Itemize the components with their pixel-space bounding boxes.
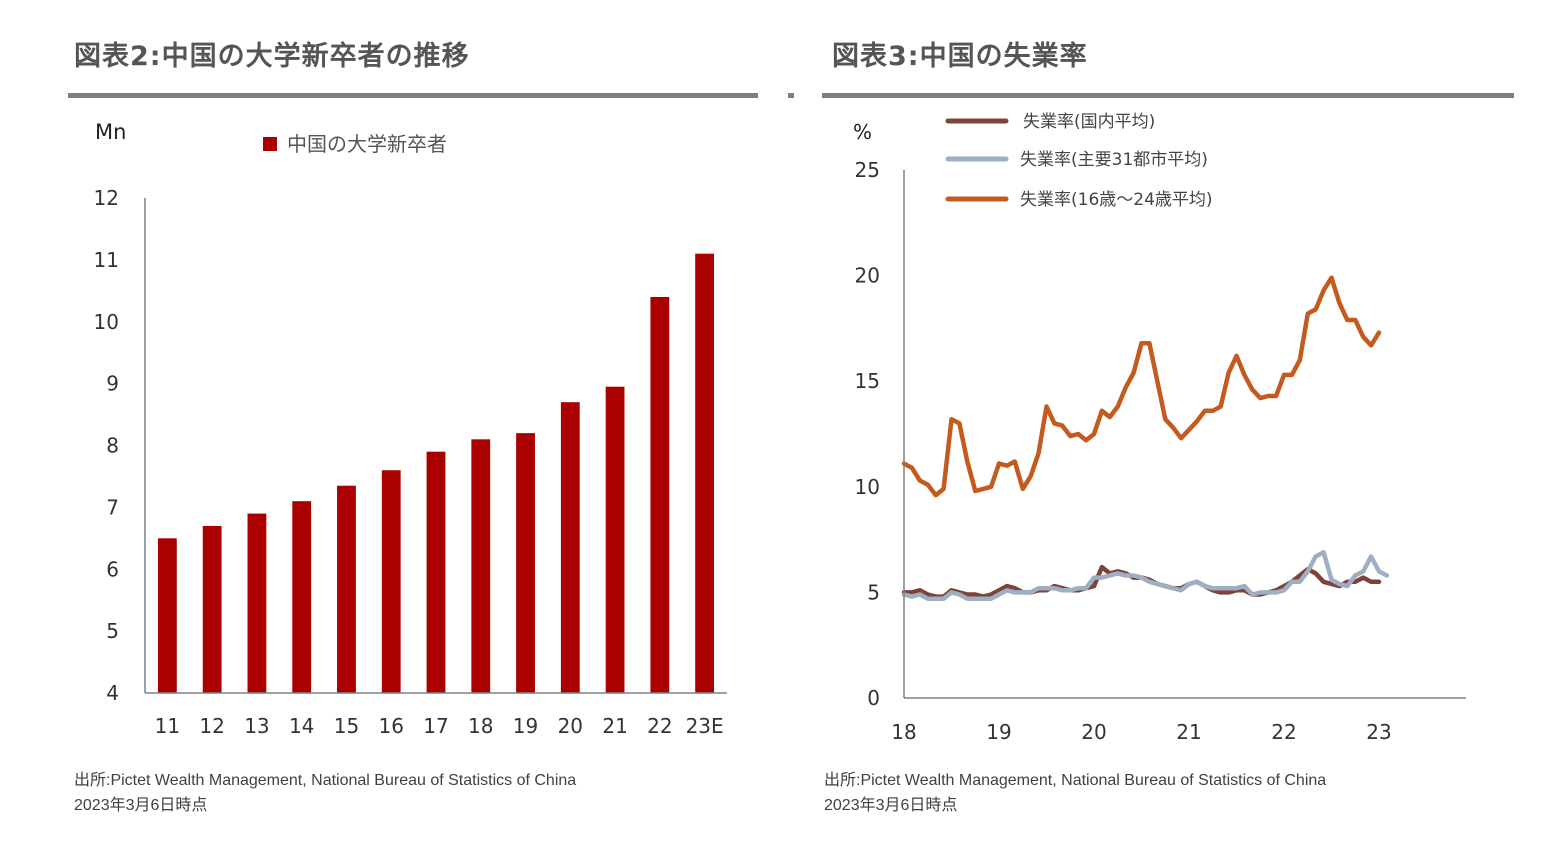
line-y-tick-label: 0 [867, 686, 880, 710]
series-youth-16-24-line [901, 275, 1382, 498]
left-source-line: 出所:Pictet Wealth Management, National Bu… [74, 772, 577, 789]
line-x-tick-label: 21 [1176, 720, 1201, 744]
bar-17 [426, 451, 446, 693]
bar-legend-label: 中国の大学新卒者 [287, 132, 447, 156]
bar-x-tick-label: 12 [199, 714, 224, 738]
bar-y-tick-label: 9 [106, 372, 119, 396]
bar-20 [560, 402, 580, 693]
bar-y-tick-label: 8 [106, 434, 119, 458]
bar-x-tick-label: 20 [558, 714, 583, 738]
line-y-tick-label: 5 [867, 580, 880, 604]
line-y-tick-label: 15 [855, 369, 880, 393]
bar-x-tick-label: 11 [155, 714, 180, 738]
bar-legend: 中国の大学新卒者 [263, 132, 447, 156]
series-31-cities-avg-legend-label: 失業率(主要31都市平均) [1020, 150, 1208, 170]
line-y-unit-label: % [853, 120, 872, 144]
bar-x-tick-label: 22 [647, 714, 672, 738]
line-y-tick-label: 25 [855, 158, 880, 182]
line-x-tick-label: 20 [1081, 720, 1106, 744]
line-y-tick-label: 10 [855, 475, 880, 499]
bar-y-tick-label: 10 [94, 310, 119, 334]
series-youth-16-24-legend-label: 失業率(16歳～24歳平均) [1020, 190, 1213, 210]
line-x-tick-label: 22 [1271, 720, 1296, 744]
bar-x-tick-label: 14 [289, 714, 314, 738]
bar-x-tick-label: 17 [423, 714, 448, 738]
bar-16 [381, 470, 401, 693]
bar-15 [337, 485, 356, 693]
line-chart: % 失業率(国内平均) 失業率(主要31都市平均) 失業率(16歳～24歳平均) 0… [853, 112, 1466, 744]
bar-x-tick-label: 13 [244, 714, 269, 738]
bar-22 [650, 297, 670, 693]
right-source-note: 出所:Pictet Wealth Management, National Bu… [824, 768, 1326, 818]
left-title-rule [68, 93, 758, 98]
bar-11 [157, 538, 177, 693]
bar-y-tick-label: 4 [106, 681, 119, 705]
bar-x-tick-label: 15 [334, 714, 359, 738]
line-x-tick-label: 23 [1366, 720, 1391, 744]
bar-x-tick-label: 18 [468, 714, 493, 738]
line-x-tick-label: 19 [986, 720, 1011, 744]
bar-y-unit-label: Mn [95, 120, 126, 144]
right-source-line: 出所:Pictet Wealth Management, National Bu… [824, 772, 1327, 789]
bar-x-tick-label: 16 [379, 714, 404, 738]
bar-y-tick-label: 6 [106, 557, 119, 581]
bar-13 [247, 513, 267, 693]
bar-18 [471, 439, 491, 693]
bar-14 [292, 501, 312, 693]
bar-y-tick-label: 5 [106, 619, 119, 643]
line-x-tick-label: 18 [891, 720, 916, 744]
bar-12 [202, 525, 222, 693]
bar-23E [695, 253, 715, 693]
right-title-rule [822, 93, 1514, 98]
bar-21 [605, 386, 625, 693]
bar-x-tick-label: 21 [602, 714, 627, 738]
bar-chart: Mn 中国の大学新卒者 4 5 6 7 8 9 10 11 12 11 12 13 14 15 16 17 1… [94, 120, 727, 738]
divider-dot [788, 93, 794, 98]
bar-19 [516, 433, 535, 693]
bar-y-tick-label: 11 [94, 248, 119, 272]
left-source-note: 出所:Pictet Wealth Management, National Bu… [74, 768, 576, 818]
bar-y-tick-label: 7 [106, 495, 119, 519]
right-date-line: 2023年3月6日時点 [824, 797, 958, 814]
bar-y-tick-label: 12 [94, 186, 119, 210]
line-y-tick-label: 20 [855, 264, 880, 288]
bar-x-tick-label: 23E [686, 714, 724, 738]
series-national-avg-legend-label: 失業率(国内平均) [1023, 112, 1155, 132]
left-date-line: 2023年3月6日時点 [74, 797, 208, 814]
left-chart-title: 図表2:中国の大学新卒者の推移 [74, 41, 470, 72]
series-31-cities-avg-line [901, 550, 1390, 601]
bar-legend-swatch [263, 137, 277, 151]
right-chart-title: 図表3:中国の失業率 [832, 41, 1088, 72]
line-legend: 失業率(国内平均) 失業率(主要31都市平均) 失業率(16歳～24歳平均) [945, 112, 1213, 210]
bar-x-tick-label: 19 [513, 714, 538, 738]
